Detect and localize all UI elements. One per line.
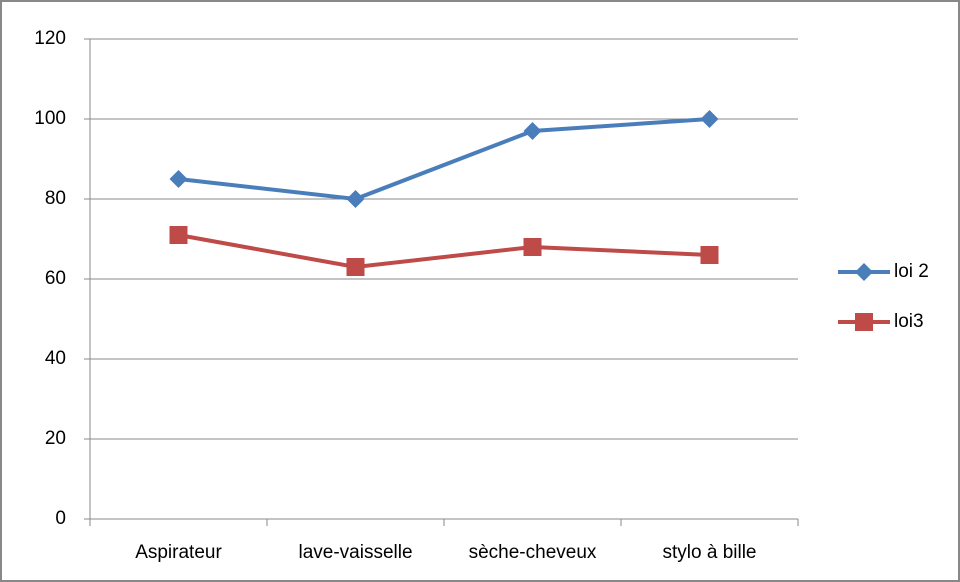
y-tick-label: 20 xyxy=(45,428,66,449)
legend-label: loi 2 xyxy=(894,261,929,282)
legend-label: loi3 xyxy=(894,311,924,332)
y-tick-label: 120 xyxy=(34,28,66,49)
series-line xyxy=(178,233,710,270)
y-tick-label: 80 xyxy=(45,188,66,209)
legend-marker xyxy=(855,263,873,281)
x-tick-label: stylo à bille xyxy=(663,542,757,563)
data-point xyxy=(523,238,542,256)
y-tick-label: 100 xyxy=(34,108,66,129)
data-point xyxy=(700,246,719,264)
x-tick-label: sèche-cheveux xyxy=(469,542,597,563)
y-tick-label: 0 xyxy=(55,508,66,529)
data-point xyxy=(346,190,365,208)
data-point xyxy=(169,170,188,188)
data-point xyxy=(700,110,719,128)
y-tick-label: 60 xyxy=(45,268,66,289)
x-tick-label: Aspirateur xyxy=(135,542,222,563)
data-point xyxy=(169,226,188,244)
x-tick-label: lave-vaisselle xyxy=(298,542,412,563)
legend-marker xyxy=(855,313,873,331)
y-tick-label: 40 xyxy=(45,348,66,369)
data-point xyxy=(346,258,365,276)
data-point xyxy=(523,122,542,140)
series-line xyxy=(178,117,710,202)
